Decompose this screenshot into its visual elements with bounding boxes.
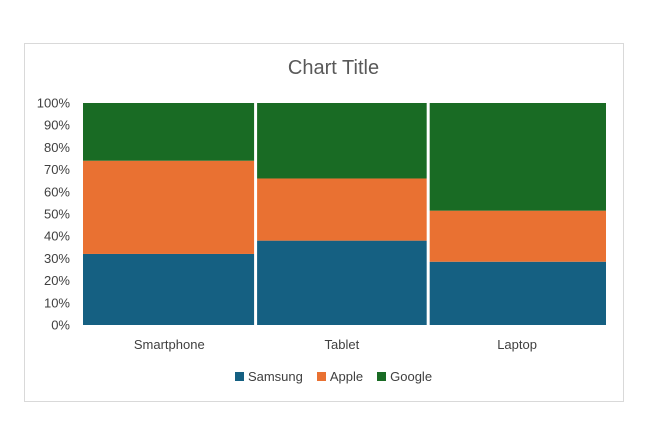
y-tick-label: 80% <box>44 140 70 155</box>
legend-item-apple: Apple <box>316 369 364 384</box>
x-category-label: Smartphone <box>134 337 205 352</box>
legend-label: Google <box>390 369 433 384</box>
bar-segment-samsung-smartphone <box>83 253 256 325</box>
y-tick-label: 100% <box>37 96 71 111</box>
legend-swatch <box>316 372 326 381</box>
y-tick-label: 30% <box>44 251 70 266</box>
y-tick-label: 90% <box>44 118 70 133</box>
bar-segment-apple-tablet <box>255 178 429 241</box>
bar-segment-apple-laptop <box>428 210 606 262</box>
legend: Samsung Apple Google <box>0 369 667 384</box>
y-tick-label: 50% <box>44 207 70 222</box>
y-tick-label: 10% <box>44 295 70 310</box>
y-tick-label: 20% <box>44 273 70 288</box>
bar-segment-google-smartphone <box>83 103 256 161</box>
bar-segment-samsung-laptop <box>428 261 606 325</box>
legend-item-samsung: Samsung <box>234 369 303 384</box>
legend-swatch <box>377 372 387 381</box>
legend-item-google: Google <box>377 369 432 384</box>
legend-swatch <box>234 372 244 381</box>
y-tick-label: 60% <box>44 184 70 199</box>
x-category-label: Laptop <box>497 337 537 352</box>
bar-segment-samsung-tablet <box>255 240 429 325</box>
bar-segment-apple-smartphone <box>83 160 256 254</box>
bar-segment-google-tablet <box>255 103 429 179</box>
chart-title: Chart Title <box>287 57 380 79</box>
y-tick-label: 40% <box>44 229 70 244</box>
legend-label: Samsung <box>247 369 303 384</box>
y-tick-label: 70% <box>44 162 70 177</box>
bar-segment-google-laptop <box>428 103 606 211</box>
x-category-label: Tablet <box>325 337 360 352</box>
legend-label: Apple <box>329 369 364 384</box>
y-tick-label: 0% <box>51 318 70 333</box>
